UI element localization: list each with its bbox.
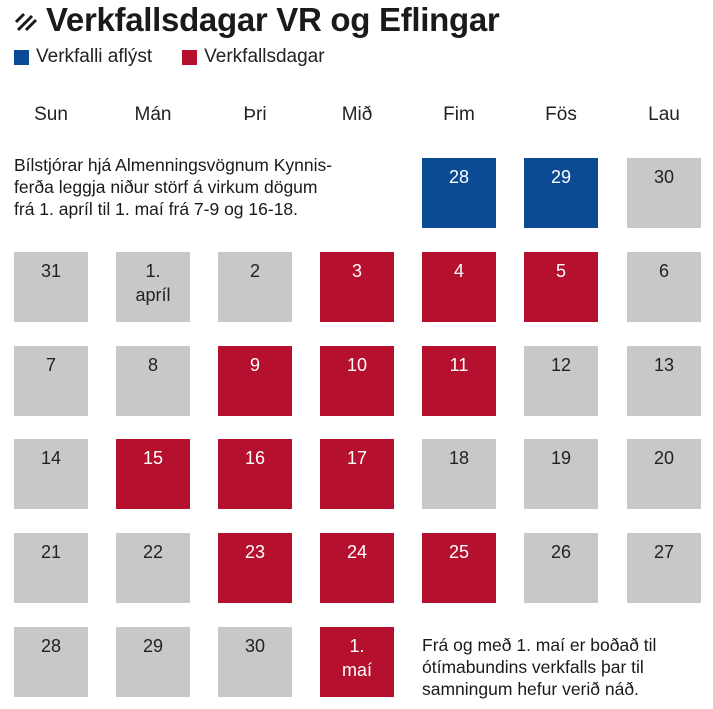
day-cell: 1. apríl — [116, 252, 190, 322]
legend-item-strike: Verkfallsdagar — [182, 46, 325, 68]
note-line: ferða leggja niður störf á virkum dögum — [14, 177, 318, 197]
header: Verkfallsdagar VR og Eflingar — [14, 0, 500, 40]
day-label: 21 — [40, 542, 62, 562]
day-label: 12 — [550, 355, 572, 375]
note-top: Bílstjórar hjá Almenningsvögnum Kynnis- … — [14, 154, 414, 220]
day-label: 29 — [142, 636, 164, 656]
day-label: maí — [341, 660, 372, 680]
day-label: 1. — [349, 636, 365, 656]
note-bottom: Frá og með 1. maí er boðað til ótímabund… — [422, 634, 707, 700]
day-cell: 24 — [320, 533, 394, 603]
day-cell: 9 — [218, 346, 292, 416]
day-label: 11 — [449, 355, 469, 375]
day-label: 14 — [40, 448, 62, 468]
note-line: samningum hefur verið náð. — [422, 679, 639, 699]
day-cell: 4 — [422, 252, 496, 322]
day-label: apríl — [135, 285, 171, 305]
day-label: 7 — [45, 355, 56, 375]
note-line: Bílstjórar hjá Almenningsvögnum Kynnis- — [14, 155, 333, 175]
day-cell: 30 — [218, 627, 292, 697]
day-label: 30 — [244, 636, 266, 656]
day-label: 13 — [653, 355, 675, 375]
day-cell: 1. maí — [320, 627, 394, 697]
note-line: ótímabundins verkfalls þar til — [422, 657, 644, 677]
day-cell: 20 — [627, 439, 701, 509]
day-cell: 13 — [627, 346, 701, 416]
weekday-label: Mán — [134, 104, 172, 125]
day-cell: 8 — [116, 346, 190, 416]
weekday-label: Þri — [243, 104, 267, 125]
legend-swatch — [182, 49, 198, 65]
legend-label: Verkfalli aflýst — [36, 46, 153, 67]
day-cell: 19 — [524, 439, 598, 509]
day-cell: 25 — [422, 533, 496, 603]
day-cell: 3 — [320, 252, 394, 322]
day-cell: 26 — [524, 533, 598, 603]
day-label: 23 — [244, 542, 266, 562]
day-label: 3 — [351, 261, 362, 281]
day-label: 22 — [142, 542, 164, 562]
day-cell: 30 — [627, 158, 701, 228]
day-label: 17 — [346, 448, 368, 468]
day-label: 9 — [249, 355, 260, 375]
day-cell: 7 — [14, 346, 88, 416]
day-label: 18 — [448, 448, 470, 468]
day-label: 28 — [40, 636, 62, 656]
day-cell: 14 — [14, 439, 88, 509]
day-label: 25 — [448, 542, 470, 562]
day-cell: 28 — [422, 158, 496, 228]
day-cell: 2 — [218, 252, 292, 322]
day-cell: 31 — [14, 252, 88, 322]
note-line: Frá og með 1. maí er boðað til — [422, 635, 657, 655]
day-cell: 11 — [422, 346, 496, 416]
day-cell: 16 — [218, 439, 292, 509]
legend: Verkfalli aflýst Verkfallsdagar — [14, 46, 355, 68]
day-label: 8 — [147, 355, 158, 375]
day-label: 4 — [453, 261, 464, 281]
hatch-icon — [14, 12, 38, 32]
day-label: 10 — [346, 355, 368, 375]
legend-label: Verkfallsdagar — [204, 46, 325, 67]
day-cell: 27 — [627, 533, 701, 603]
day-label: 29 — [550, 167, 572, 187]
day-label: 16 — [244, 448, 266, 468]
day-cell: 10 — [320, 346, 394, 416]
legend-swatch — [14, 49, 29, 65]
weekday-label: Lau — [648, 104, 680, 125]
day-label: 1. — [145, 261, 161, 281]
weekday-label: Fim — [443, 104, 475, 125]
day-label: 20 — [653, 448, 675, 468]
day-label: 26 — [550, 542, 572, 562]
day-label: 31 — [40, 261, 62, 281]
day-label: 19 — [550, 448, 572, 468]
day-cell: 18 — [422, 439, 496, 509]
day-cell: 12 — [524, 346, 598, 416]
day-label: 15 — [142, 448, 164, 468]
day-cell: 28 — [14, 627, 88, 697]
weekday-label: Mið — [341, 104, 373, 125]
day-label: 30 — [653, 167, 675, 187]
day-label: 28 — [448, 167, 470, 187]
day-label: 27 — [653, 542, 675, 562]
day-cell: 22 — [116, 533, 190, 603]
day-cell: 29 — [524, 158, 598, 228]
note-line: frá 1. apríl til 1. maí frá 7-9 og 16-18… — [14, 199, 299, 219]
weekday-label: Fös — [545, 104, 577, 125]
day-label: 24 — [346, 542, 368, 562]
day-cell: 29 — [116, 627, 190, 697]
day-cell: 17 — [320, 439, 394, 509]
legend-item-cancelled: Verkfalli aflýst — [14, 46, 152, 68]
day-label: 2 — [249, 261, 260, 281]
day-cell: 23 — [218, 533, 292, 603]
day-cell: 5 — [524, 252, 598, 322]
day-cell: 21 — [14, 533, 88, 603]
day-cell: 15 — [116, 439, 190, 509]
day-label: 6 — [658, 261, 669, 281]
page-title: Verkfallsdagar VR og Eflingar — [46, 1, 500, 38]
weekday-label: Sun — [34, 104, 68, 125]
day-label: 5 — [555, 261, 566, 281]
day-cell: 6 — [627, 252, 701, 322]
